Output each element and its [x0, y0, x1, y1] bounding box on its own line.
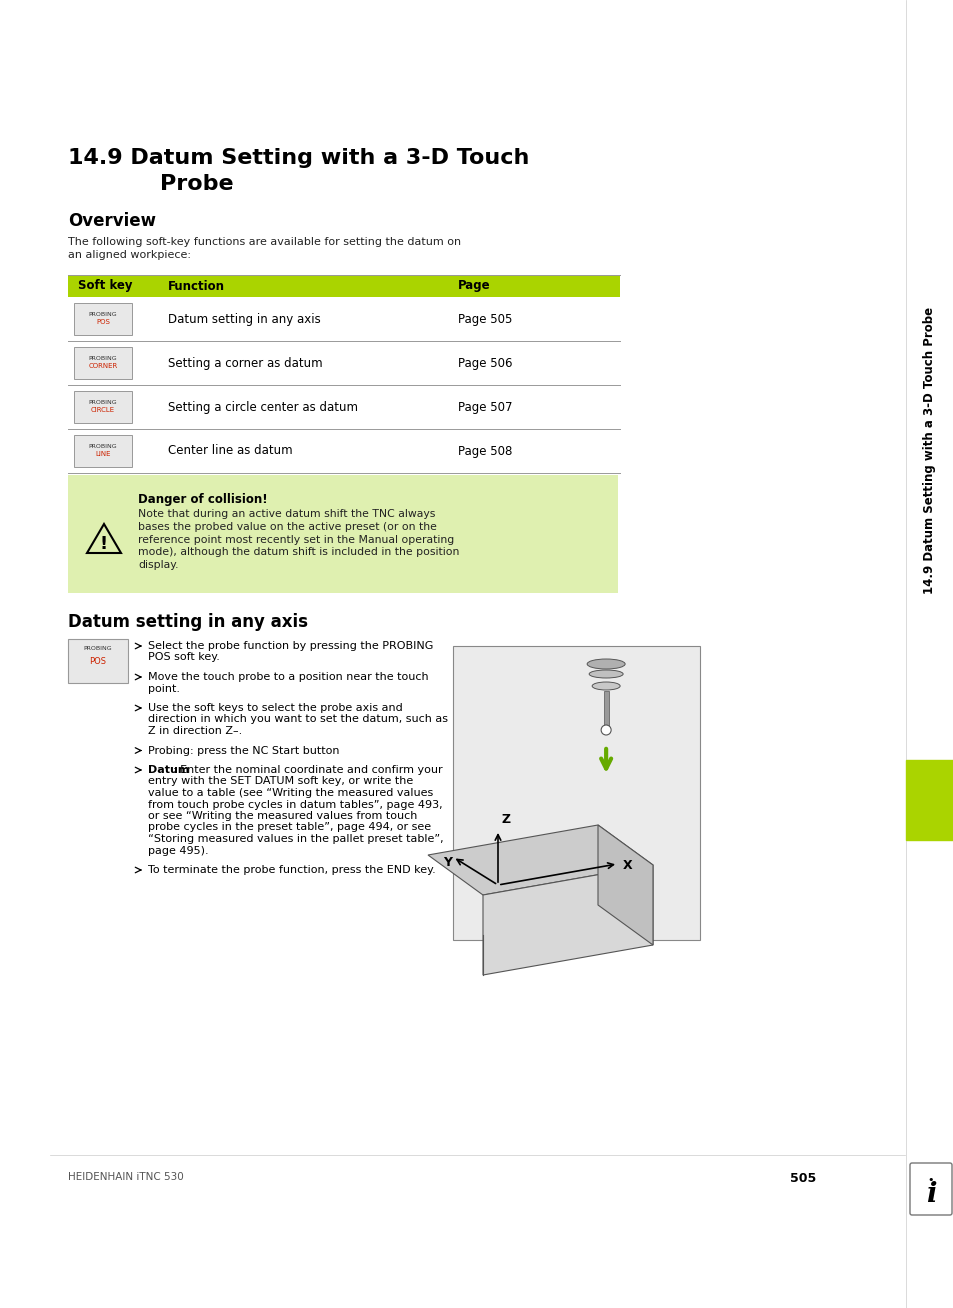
Text: CORNER: CORNER: [89, 364, 117, 369]
Text: “Storing measured values in the pallet preset table”,: “Storing measured values in the pallet p…: [148, 835, 443, 844]
Text: Z in direction Z–.: Z in direction Z–.: [148, 726, 242, 736]
FancyBboxPatch shape: [74, 391, 132, 422]
Text: page 495).: page 495).: [148, 845, 209, 855]
Text: Select the probe function by pressing the PROBING: Select the probe function by pressing th…: [148, 641, 433, 651]
Text: HEIDENHAIN iTNC 530: HEIDENHAIN iTNC 530: [68, 1172, 184, 1182]
Text: 14.9 Datum Setting with a 3-D Touch: 14.9 Datum Setting with a 3-D Touch: [68, 148, 529, 167]
Text: value to a table (see “Writing the measured values: value to a table (see “Writing the measu…: [148, 787, 433, 798]
FancyBboxPatch shape: [68, 640, 128, 683]
Text: : Enter the nominal coordinate and confirm your: : Enter the nominal coordinate and confi…: [172, 765, 442, 776]
Polygon shape: [482, 865, 652, 974]
Circle shape: [600, 725, 611, 735]
Text: Center line as datum: Center line as datum: [168, 445, 293, 458]
Text: The following soft-key functions are available for setting the datum on
an align: The following soft-key functions are ava…: [68, 237, 460, 260]
Text: POS: POS: [90, 657, 107, 666]
Text: Probe: Probe: [160, 174, 233, 194]
FancyBboxPatch shape: [74, 436, 132, 467]
Ellipse shape: [589, 670, 622, 678]
Bar: [905, 0, 953, 1308]
Text: Page 505: Page 505: [457, 313, 512, 326]
Text: Move the touch probe to a position near the touch: Move the touch probe to a position near …: [148, 672, 428, 681]
Text: Use the soft keys to select the probe axis and: Use the soft keys to select the probe ax…: [148, 702, 402, 713]
Text: Setting a circle center as datum: Setting a circle center as datum: [168, 400, 357, 413]
Text: direction in which you want to set the datum, such as: direction in which you want to set the d…: [148, 714, 448, 725]
Text: 14.9 Datum Setting with a 3-D Touch Probe: 14.9 Datum Setting with a 3-D Touch Prob…: [923, 306, 936, 594]
Text: point.: point.: [148, 684, 180, 693]
Bar: [905, 760, 953, 840]
Text: Page 508: Page 508: [457, 445, 512, 458]
Text: PROBING: PROBING: [89, 356, 117, 361]
Text: 505: 505: [789, 1172, 816, 1185]
Text: Probing: press the NC Start button: Probing: press the NC Start button: [148, 746, 339, 756]
Text: entry with the SET DATUM soft key, or write the: entry with the SET DATUM soft key, or wr…: [148, 777, 413, 786]
Text: PROBING: PROBING: [89, 311, 117, 317]
Text: probe cycles in the preset table”, page 494, or see: probe cycles in the preset table”, page …: [148, 823, 431, 832]
Bar: [68, 275, 619, 297]
Text: Datum setting in any axis: Datum setting in any axis: [68, 613, 308, 630]
Text: Page 507: Page 507: [457, 400, 512, 413]
Text: LINE: LINE: [95, 451, 111, 456]
Polygon shape: [598, 825, 652, 944]
Text: Page 506: Page 506: [457, 357, 512, 369]
Ellipse shape: [586, 659, 624, 668]
Text: Danger of collision!: Danger of collision!: [138, 493, 268, 506]
Text: from touch probe cycles in datum tables”, page 493,: from touch probe cycles in datum tables”…: [148, 799, 442, 810]
Text: To terminate the probe function, press the END key.: To terminate the probe function, press t…: [148, 865, 436, 875]
Text: POS: POS: [96, 319, 110, 324]
Text: Z: Z: [501, 814, 511, 825]
Text: •: •: [926, 1175, 933, 1185]
Text: POS soft key.: POS soft key.: [148, 653, 219, 662]
FancyBboxPatch shape: [74, 303, 132, 335]
Text: !: !: [100, 535, 108, 553]
Ellipse shape: [592, 681, 619, 691]
Text: Overview: Overview: [68, 212, 156, 230]
Text: Y: Y: [442, 855, 452, 869]
Text: Soft key: Soft key: [78, 280, 132, 293]
Text: PROBING: PROBING: [84, 646, 112, 651]
Text: Setting a corner as datum: Setting a corner as datum: [168, 357, 322, 369]
Polygon shape: [428, 825, 652, 895]
Text: Function: Function: [168, 280, 225, 293]
Bar: [453, 646, 700, 940]
Text: i: i: [924, 1181, 935, 1209]
FancyBboxPatch shape: [74, 347, 132, 379]
Text: CIRCLE: CIRCLE: [91, 407, 115, 413]
Text: Page: Page: [457, 280, 490, 293]
Text: Note that during an active datum shift the TNC always
bases the probed value on : Note that during an active datum shift t…: [138, 509, 459, 570]
Bar: [68, 475, 618, 593]
Text: PROBING: PROBING: [89, 443, 117, 449]
Bar: [603, 691, 608, 726]
Text: Datum setting in any axis: Datum setting in any axis: [168, 313, 320, 326]
Text: or see “Writing the measured values from touch: or see “Writing the measured values from…: [148, 811, 417, 821]
Text: X: X: [622, 859, 632, 872]
Text: PROBING: PROBING: [89, 399, 117, 404]
Text: Datum: Datum: [148, 765, 190, 776]
FancyBboxPatch shape: [909, 1163, 951, 1215]
